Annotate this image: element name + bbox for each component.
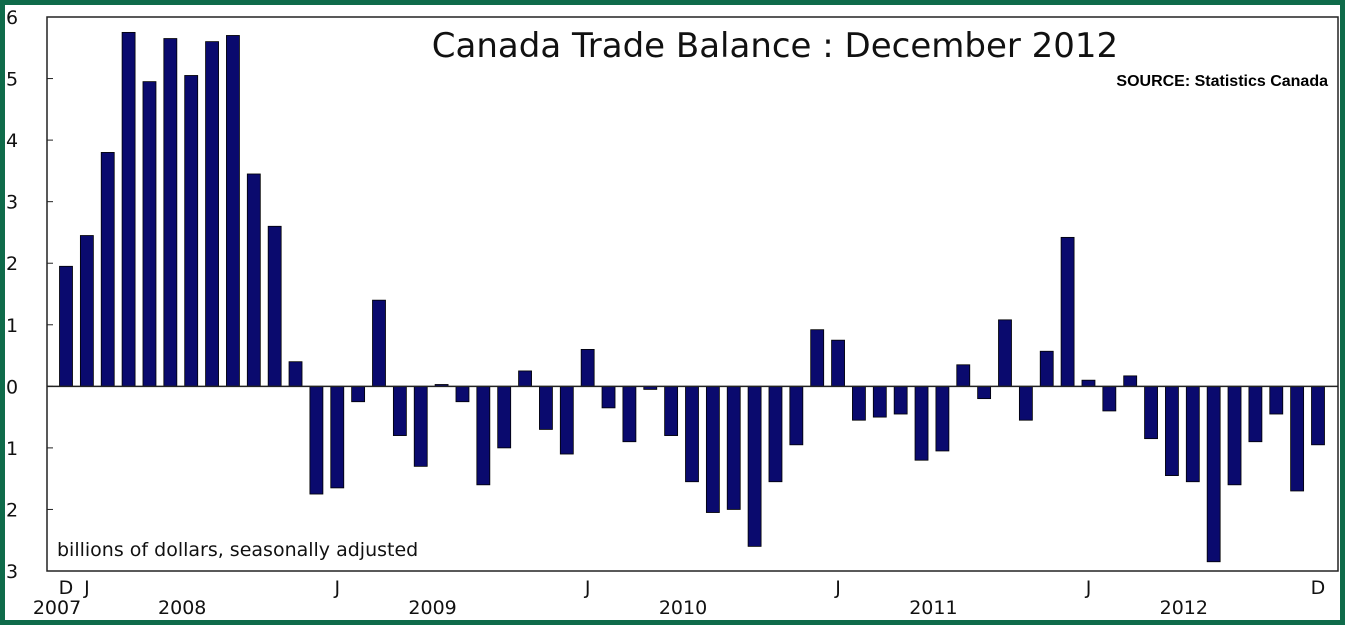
bar-apr-2009 bbox=[392, 385, 407, 436]
bar-jun-2012 bbox=[1185, 385, 1200, 483]
bar-feb-2008 bbox=[100, 152, 115, 387]
bar-nov-2011 bbox=[1039, 350, 1054, 387]
bar-jan-2010 bbox=[580, 348, 595, 387]
bar-dec-2012 bbox=[1311, 385, 1325, 446]
bar-may-2008 bbox=[163, 38, 178, 387]
bar-jun-2011 bbox=[935, 385, 950, 452]
x-year-label: 2007 bbox=[33, 597, 81, 619]
bar-aug-2011 bbox=[977, 385, 992, 400]
y-axis: 6 5 4 3 2 1 0 1 2 3 bbox=[6, 7, 53, 583]
bar-apr-2011 bbox=[893, 385, 908, 415]
x-month-label: J bbox=[333, 577, 340, 599]
bar-dec-2009 bbox=[559, 385, 574, 455]
bar-jan-2012 bbox=[1081, 379, 1096, 387]
bar-aug-2008 bbox=[226, 35, 240, 387]
bar-nov-2008 bbox=[288, 361, 303, 387]
x-month-label: J bbox=[834, 577, 841, 599]
y-tick-label: 5 bbox=[6, 69, 18, 91]
x-month-label: J bbox=[584, 577, 591, 599]
y-tick-label: 0 bbox=[6, 376, 18, 398]
bar-may-2010 bbox=[664, 385, 679, 436]
bar-nov-2012 bbox=[1290, 385, 1305, 492]
bar-mar-2009 bbox=[372, 299, 386, 387]
bar-aug-2010 bbox=[726, 385, 741, 510]
bar-feb-2011 bbox=[852, 385, 866, 421]
x-month-label: J bbox=[83, 577, 90, 599]
bar-feb-2010 bbox=[601, 385, 616, 409]
bar-may-2009 bbox=[413, 385, 428, 467]
x-month-label: D bbox=[59, 577, 74, 599]
bar-feb-2012 bbox=[1102, 385, 1117, 412]
y-tick-label: 3 bbox=[6, 561, 18, 583]
x-month-label: J bbox=[1085, 577, 1092, 599]
x-year-label: 2008 bbox=[158, 597, 206, 619]
bar-sep-2008 bbox=[246, 173, 261, 387]
bar-oct-2008 bbox=[267, 225, 282, 387]
bar-oct-2011 bbox=[1018, 385, 1033, 421]
chart-title: Canada Trade Balance : December 2012 bbox=[432, 26, 1118, 66]
y-tick-label: 3 bbox=[6, 192, 18, 214]
bar-jul-2011 bbox=[956, 364, 971, 387]
bar-jun-2008 bbox=[184, 75, 199, 387]
bar-oct-2010 bbox=[768, 385, 783, 483]
bar-mar-2010 bbox=[622, 385, 637, 443]
bar-sep-2012 bbox=[1248, 385, 1263, 443]
bar-dec-2008 bbox=[309, 385, 324, 495]
y-tick-label: 6 bbox=[6, 7, 18, 29]
x-year-label: 2009 bbox=[408, 597, 456, 619]
bar-oct-2009 bbox=[518, 370, 532, 387]
x-year-label: 2010 bbox=[659, 597, 707, 619]
bar-sep-2011 bbox=[998, 319, 1012, 387]
bar-nov-2010 bbox=[789, 385, 804, 446]
y-tick-label: 4 bbox=[6, 130, 18, 152]
bar-jan-2008 bbox=[79, 235, 94, 387]
bar-apr-2012 bbox=[1144, 385, 1158, 440]
bar-mar-2008 bbox=[121, 31, 136, 387]
bar-jan-2011 bbox=[831, 339, 845, 387]
bar-may-2012 bbox=[1165, 385, 1179, 476]
y-tick-label: 2 bbox=[6, 253, 18, 275]
source-label: SOURCE: Statistics Canada bbox=[1116, 73, 1328, 90]
bar-oct-2012 bbox=[1269, 385, 1284, 415]
y-tick-label: 1 bbox=[6, 315, 18, 337]
bar-mar-2012 bbox=[1123, 375, 1138, 387]
bar-jul-2008 bbox=[205, 41, 219, 387]
x-year-label: 2011 bbox=[909, 597, 957, 619]
bar-aug-2012 bbox=[1227, 385, 1242, 486]
bars-group bbox=[59, 31, 1325, 563]
bar-may-2011 bbox=[914, 385, 929, 461]
bar-mar-2011 bbox=[872, 385, 887, 418]
bar-jul-2012 bbox=[1206, 385, 1221, 563]
bar-jul-2010 bbox=[705, 385, 720, 513]
bar-dec-2011 bbox=[1060, 236, 1075, 387]
bar-jul-2009 bbox=[455, 385, 470, 403]
bar-dec-2007 bbox=[59, 265, 73, 387]
bar-sep-2010 bbox=[747, 385, 762, 547]
bar-feb-2009 bbox=[351, 385, 366, 403]
bar-aug-2009 bbox=[476, 385, 491, 486]
units-note: billions of dollars, seasonally adjusted bbox=[57, 539, 418, 561]
plot-area bbox=[46, 16, 1339, 572]
bar-apr-2008 bbox=[142, 81, 157, 387]
bar-dec-2010 bbox=[810, 329, 825, 387]
bar-sep-2009 bbox=[497, 385, 512, 449]
x-year-label: 2012 bbox=[1160, 597, 1208, 619]
x-month-label: D bbox=[1311, 577, 1326, 599]
bar-nov-2009 bbox=[539, 385, 553, 430]
y-tick-label: 1 bbox=[6, 438, 18, 460]
bar-jan-2009 bbox=[330, 385, 345, 489]
y-tick-label: 2 bbox=[6, 499, 18, 521]
bar-jun-2010 bbox=[685, 385, 699, 483]
